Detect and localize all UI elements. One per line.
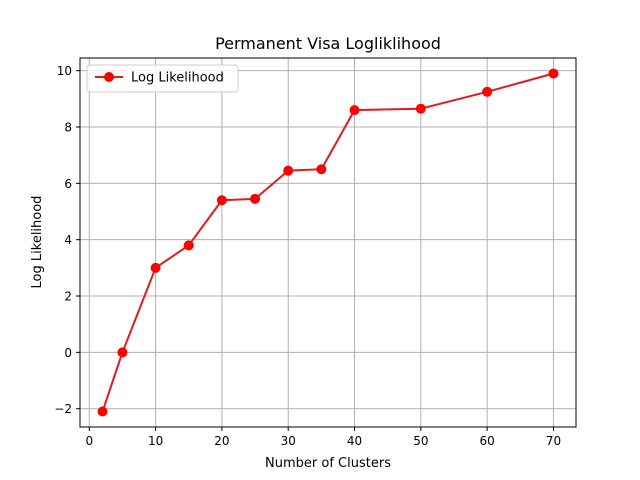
axis-ticks: 0 10 20 30 40 50 60 70 −2 0 2 4 6 8 10 [54,64,561,448]
y-tick-label: 8 [64,121,72,135]
data-point [183,240,194,251]
legend: Log Likelihood [86,64,239,93]
data-point [349,105,360,116]
y-tick-label: 2 [64,290,72,304]
chart-title: Permanent Visa Logliklihood [215,34,441,53]
data-point [415,103,426,114]
x-tick-label: 10 [148,434,163,448]
data-point [283,165,294,176]
series-layer [97,68,559,417]
data-point [150,262,161,273]
data-point [117,347,128,358]
grid [80,58,576,427]
legend-box [86,64,239,93]
data-point [250,193,261,204]
legend-marker [104,72,114,82]
y-tick-label: 10 [57,64,72,78]
y-tick-label: −2 [54,402,72,416]
series-line [101,72,554,412]
data-point [97,406,108,417]
plot-frame [79,57,577,428]
x-tick-label: 50 [413,434,428,448]
y-axis-title: Log Likelihood [30,196,45,289]
y-tick-label: 0 [64,346,72,360]
data-point [482,86,493,97]
y-tick-label: 4 [64,233,72,247]
x-tick-label: 60 [480,434,495,448]
legend-label: Log Likelihood [131,71,224,86]
x-tick-label: 0 [85,434,93,448]
x-tick-label: 40 [347,434,362,448]
data-point [316,164,327,175]
x-tick-label: 20 [214,434,229,448]
y-tick-label: 6 [64,177,72,191]
x-tick-label: 30 [281,434,296,448]
data-point [216,195,227,206]
data-point [548,68,559,79]
x-tick-label: 70 [546,434,561,448]
x-axis-title: Number of Clusters [265,456,391,471]
